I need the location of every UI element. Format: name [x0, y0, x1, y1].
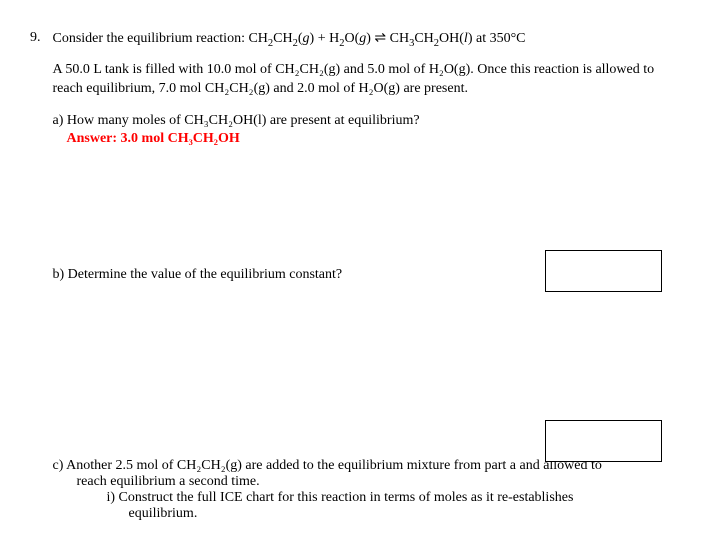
setup-paragraph: A 50.0 L tank is filled with 10.0 mol of…: [53, 61, 673, 99]
page-content: 9. Consider the equilibrium reaction: CH…: [0, 0, 702, 552]
part-a-answer: Answer: 3.0 mol CH₃CH₂OH: [67, 131, 673, 147]
part-a-label: a) How many moles of CH₃CH₂OH(l) are pre…: [53, 113, 673, 129]
question-number: 9.: [30, 30, 41, 522]
part-a: a) How many moles of CH₃CH₂OH(l) are pre…: [53, 113, 673, 147]
stem-text: Consider the equilibrium reaction: CH2CH…: [53, 31, 526, 46]
part-c-i-line2: equilibrium.: [129, 506, 673, 522]
answer-box-a: [545, 250, 662, 292]
part-c-i-line1: i) Construct the full ICE chart for this…: [107, 490, 673, 506]
part-c-label-line2: reach equilibrium a second time.: [77, 474, 673, 490]
answer-box-b: [545, 420, 662, 462]
part-c: c) Another 2.5 mol of CH₂CH₂(g) are adde…: [53, 458, 673, 522]
